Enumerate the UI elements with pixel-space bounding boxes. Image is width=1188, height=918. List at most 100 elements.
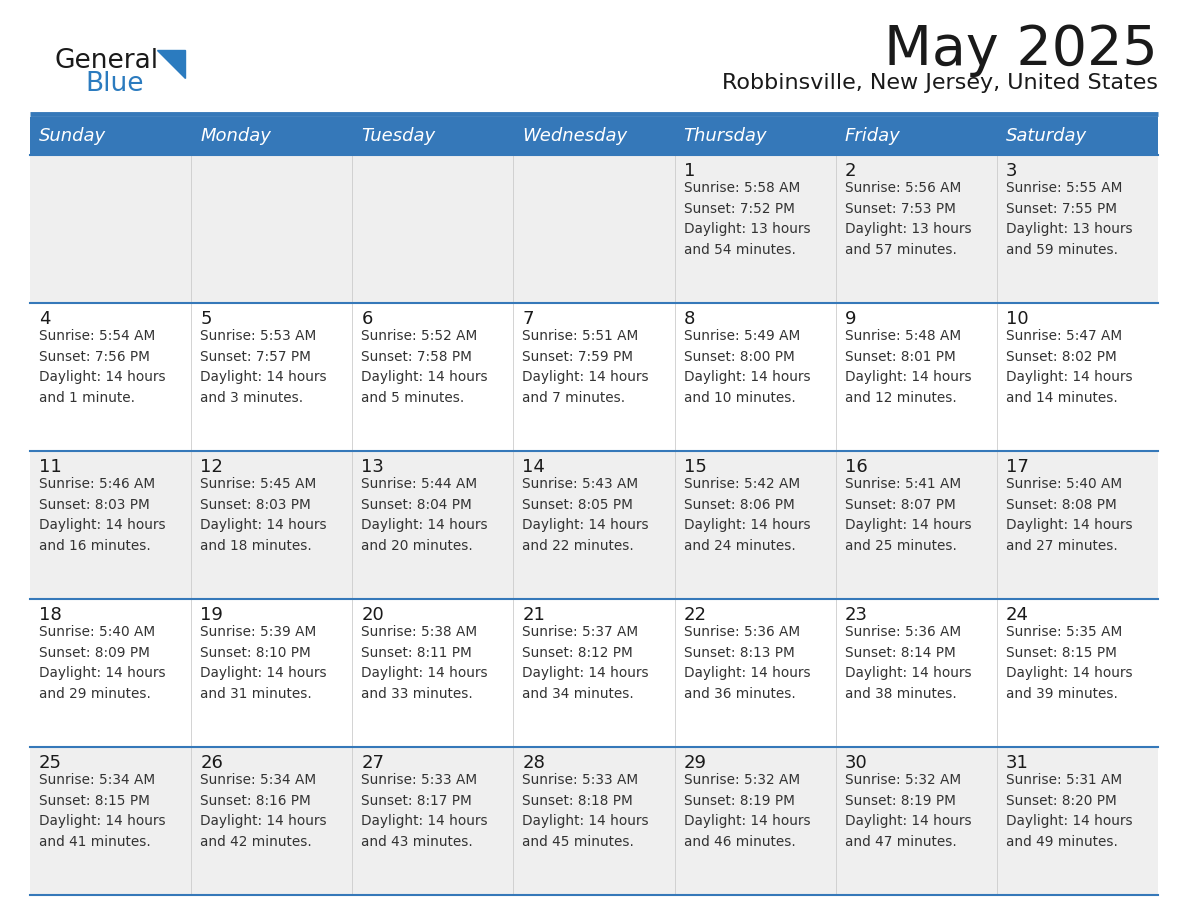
Text: Sunrise: 5:41 AM
Sunset: 8:07 PM
Daylight: 14 hours
and 25 minutes.: Sunrise: 5:41 AM Sunset: 8:07 PM Dayligh… <box>845 477 972 553</box>
Text: 29: 29 <box>683 754 707 772</box>
Bar <box>513 747 675 895</box>
Text: Sunrise: 5:48 AM
Sunset: 8:01 PM
Daylight: 14 hours
and 12 minutes.: Sunrise: 5:48 AM Sunset: 8:01 PM Dayligh… <box>845 329 972 405</box>
Bar <box>997 451 1158 599</box>
Text: Sunday: Sunday <box>39 127 106 145</box>
Text: 6: 6 <box>361 310 373 328</box>
Text: May 2025: May 2025 <box>884 23 1158 77</box>
Text: Sunrise: 5:42 AM
Sunset: 8:06 PM
Daylight: 14 hours
and 24 minutes.: Sunrise: 5:42 AM Sunset: 8:06 PM Dayligh… <box>683 477 810 553</box>
Text: Sunrise: 5:47 AM
Sunset: 8:02 PM
Daylight: 14 hours
and 14 minutes.: Sunrise: 5:47 AM Sunset: 8:02 PM Dayligh… <box>1006 329 1132 405</box>
Bar <box>353 155 513 303</box>
Text: 26: 26 <box>200 754 223 772</box>
Text: 13: 13 <box>361 458 384 476</box>
Text: Sunrise: 5:34 AM
Sunset: 8:16 PM
Daylight: 14 hours
and 42 minutes.: Sunrise: 5:34 AM Sunset: 8:16 PM Dayligh… <box>200 773 327 849</box>
Text: Sunrise: 5:34 AM
Sunset: 8:15 PM
Daylight: 14 hours
and 41 minutes.: Sunrise: 5:34 AM Sunset: 8:15 PM Dayligh… <box>39 773 165 849</box>
Text: Sunrise: 5:33 AM
Sunset: 8:18 PM
Daylight: 14 hours
and 45 minutes.: Sunrise: 5:33 AM Sunset: 8:18 PM Dayligh… <box>523 773 649 849</box>
Text: 9: 9 <box>845 310 857 328</box>
Bar <box>353 117 513 155</box>
Text: Sunrise: 5:32 AM
Sunset: 8:19 PM
Daylight: 14 hours
and 46 minutes.: Sunrise: 5:32 AM Sunset: 8:19 PM Dayligh… <box>683 773 810 849</box>
Bar <box>513 599 675 747</box>
Text: 10: 10 <box>1006 310 1029 328</box>
Text: Sunrise: 5:36 AM
Sunset: 8:14 PM
Daylight: 14 hours
and 38 minutes.: Sunrise: 5:36 AM Sunset: 8:14 PM Dayligh… <box>845 625 972 700</box>
Text: 5: 5 <box>200 310 211 328</box>
Text: Sunrise: 5:35 AM
Sunset: 8:15 PM
Daylight: 14 hours
and 39 minutes.: Sunrise: 5:35 AM Sunset: 8:15 PM Dayligh… <box>1006 625 1132 700</box>
Text: 27: 27 <box>361 754 384 772</box>
Text: 11: 11 <box>39 458 62 476</box>
Bar <box>30 451 191 599</box>
Text: Sunrise: 5:45 AM
Sunset: 8:03 PM
Daylight: 14 hours
and 18 minutes.: Sunrise: 5:45 AM Sunset: 8:03 PM Dayligh… <box>200 477 327 553</box>
Bar <box>675 599 835 747</box>
Bar <box>353 303 513 451</box>
Text: Sunrise: 5:33 AM
Sunset: 8:17 PM
Daylight: 14 hours
and 43 minutes.: Sunrise: 5:33 AM Sunset: 8:17 PM Dayligh… <box>361 773 488 849</box>
Bar <box>191 155 353 303</box>
Bar <box>675 117 835 155</box>
Bar <box>353 599 513 747</box>
Text: Blue: Blue <box>86 71 144 97</box>
Bar <box>513 117 675 155</box>
Text: Sunrise: 5:49 AM
Sunset: 8:00 PM
Daylight: 14 hours
and 10 minutes.: Sunrise: 5:49 AM Sunset: 8:00 PM Dayligh… <box>683 329 810 405</box>
Text: Sunrise: 5:43 AM
Sunset: 8:05 PM
Daylight: 14 hours
and 22 minutes.: Sunrise: 5:43 AM Sunset: 8:05 PM Dayligh… <box>523 477 649 553</box>
Bar <box>191 747 353 895</box>
Text: 30: 30 <box>845 754 867 772</box>
Text: Sunrise: 5:55 AM
Sunset: 7:55 PM
Daylight: 13 hours
and 59 minutes.: Sunrise: 5:55 AM Sunset: 7:55 PM Dayligh… <box>1006 181 1132 257</box>
Text: Saturday: Saturday <box>1006 127 1087 145</box>
Bar <box>191 117 353 155</box>
Text: Monday: Monday <box>200 127 271 145</box>
Bar <box>30 747 191 895</box>
Bar <box>997 155 1158 303</box>
Bar <box>191 451 353 599</box>
Text: 12: 12 <box>200 458 223 476</box>
Text: Tuesday: Tuesday <box>361 127 436 145</box>
Text: General: General <box>55 48 159 74</box>
Text: 2: 2 <box>845 162 857 180</box>
Text: Sunrise: 5:31 AM
Sunset: 8:20 PM
Daylight: 14 hours
and 49 minutes.: Sunrise: 5:31 AM Sunset: 8:20 PM Dayligh… <box>1006 773 1132 849</box>
Bar <box>675 155 835 303</box>
Text: 16: 16 <box>845 458 867 476</box>
Text: 20: 20 <box>361 606 384 624</box>
Text: 8: 8 <box>683 310 695 328</box>
Text: 15: 15 <box>683 458 707 476</box>
Polygon shape <box>157 50 185 78</box>
Text: 3: 3 <box>1006 162 1017 180</box>
Text: Friday: Friday <box>845 127 901 145</box>
Text: Wednesday: Wednesday <box>523 127 627 145</box>
Text: 25: 25 <box>39 754 62 772</box>
Text: Thursday: Thursday <box>683 127 767 145</box>
Text: 19: 19 <box>200 606 223 624</box>
Bar <box>997 117 1158 155</box>
Text: Sunrise: 5:44 AM
Sunset: 8:04 PM
Daylight: 14 hours
and 20 minutes.: Sunrise: 5:44 AM Sunset: 8:04 PM Dayligh… <box>361 477 488 553</box>
Text: 17: 17 <box>1006 458 1029 476</box>
Text: Robbinsville, New Jersey, United States: Robbinsville, New Jersey, United States <box>722 73 1158 93</box>
Bar <box>513 451 675 599</box>
Bar <box>675 747 835 895</box>
Text: Sunrise: 5:54 AM
Sunset: 7:56 PM
Daylight: 14 hours
and 1 minute.: Sunrise: 5:54 AM Sunset: 7:56 PM Dayligh… <box>39 329 165 405</box>
Text: Sunrise: 5:36 AM
Sunset: 8:13 PM
Daylight: 14 hours
and 36 minutes.: Sunrise: 5:36 AM Sunset: 8:13 PM Dayligh… <box>683 625 810 700</box>
Text: Sunrise: 5:56 AM
Sunset: 7:53 PM
Daylight: 13 hours
and 57 minutes.: Sunrise: 5:56 AM Sunset: 7:53 PM Dayligh… <box>845 181 972 257</box>
Text: Sunrise: 5:53 AM
Sunset: 7:57 PM
Daylight: 14 hours
and 3 minutes.: Sunrise: 5:53 AM Sunset: 7:57 PM Dayligh… <box>200 329 327 405</box>
Bar <box>835 747 997 895</box>
Bar <box>997 747 1158 895</box>
Text: Sunrise: 5:51 AM
Sunset: 7:59 PM
Daylight: 14 hours
and 7 minutes.: Sunrise: 5:51 AM Sunset: 7:59 PM Dayligh… <box>523 329 649 405</box>
Text: 4: 4 <box>39 310 51 328</box>
Bar <box>835 451 997 599</box>
Bar <box>353 747 513 895</box>
Text: 7: 7 <box>523 310 533 328</box>
Text: Sunrise: 5:52 AM
Sunset: 7:58 PM
Daylight: 14 hours
and 5 minutes.: Sunrise: 5:52 AM Sunset: 7:58 PM Dayligh… <box>361 329 488 405</box>
Bar <box>835 117 997 155</box>
Bar <box>353 451 513 599</box>
Bar <box>191 303 353 451</box>
Text: 21: 21 <box>523 606 545 624</box>
Bar <box>30 303 191 451</box>
Bar <box>997 303 1158 451</box>
Text: 1: 1 <box>683 162 695 180</box>
Text: 24: 24 <box>1006 606 1029 624</box>
Text: 14: 14 <box>523 458 545 476</box>
Text: Sunrise: 5:46 AM
Sunset: 8:03 PM
Daylight: 14 hours
and 16 minutes.: Sunrise: 5:46 AM Sunset: 8:03 PM Dayligh… <box>39 477 165 553</box>
Bar <box>835 155 997 303</box>
Text: 28: 28 <box>523 754 545 772</box>
Bar <box>675 451 835 599</box>
Text: Sunrise: 5:40 AM
Sunset: 8:09 PM
Daylight: 14 hours
and 29 minutes.: Sunrise: 5:40 AM Sunset: 8:09 PM Dayligh… <box>39 625 165 700</box>
Text: Sunrise: 5:39 AM
Sunset: 8:10 PM
Daylight: 14 hours
and 31 minutes.: Sunrise: 5:39 AM Sunset: 8:10 PM Dayligh… <box>200 625 327 700</box>
Bar <box>30 117 191 155</box>
Bar <box>675 303 835 451</box>
Text: Sunrise: 5:38 AM
Sunset: 8:11 PM
Daylight: 14 hours
and 33 minutes.: Sunrise: 5:38 AM Sunset: 8:11 PM Dayligh… <box>361 625 488 700</box>
